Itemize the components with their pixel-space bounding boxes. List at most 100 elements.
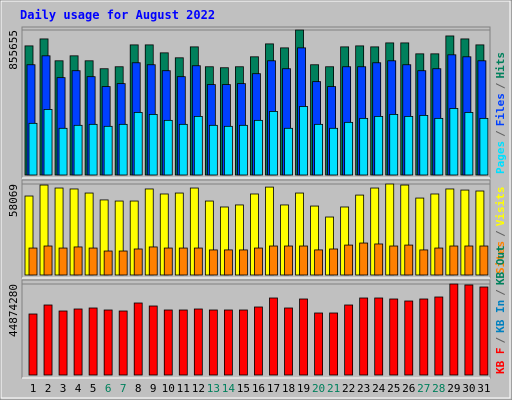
bar — [434, 247, 444, 276]
x-tick-label: 7 — [120, 382, 127, 395]
x-tick-label: 9 — [150, 382, 157, 395]
bar — [43, 304, 53, 376]
bar — [269, 297, 278, 376]
bar — [314, 123, 323, 176]
bar — [133, 112, 143, 176]
bar — [73, 308, 83, 376]
bar — [58, 310, 68, 376]
y-tick-label: 44874280 — [7, 284, 20, 337]
bar — [419, 115, 429, 176]
x-tick-label: 23 — [357, 382, 370, 395]
bar — [479, 245, 489, 276]
bar — [374, 243, 384, 276]
legend-entry: Pages — [494, 141, 507, 174]
x-tick-label: 4 — [75, 382, 82, 395]
x-tick-label: 14 — [222, 382, 236, 395]
x-tick-label: 22 — [342, 382, 355, 395]
bar — [254, 306, 263, 376]
bar — [88, 247, 98, 276]
bar — [449, 108, 459, 176]
bar — [118, 250, 128, 276]
bar — [434, 117, 444, 176]
legend-entry: Visits — [494, 187, 507, 227]
bar — [314, 249, 323, 276]
x-tick-label: 16 — [252, 382, 265, 395]
x-tick-label: 10 — [162, 382, 175, 395]
x-tick-label: 18 — [282, 382, 295, 395]
bar — [118, 310, 128, 376]
x-tick-label: 19 — [297, 382, 310, 395]
bar — [103, 309, 113, 376]
bar — [28, 313, 38, 376]
bar — [314, 312, 323, 376]
bar — [28, 122, 38, 176]
bar — [419, 249, 429, 276]
x-tick-label: 17 — [267, 382, 280, 395]
bar — [148, 246, 158, 276]
legend-entry: Hits — [494, 52, 507, 79]
x-tick-label: 1 — [30, 382, 37, 395]
bar — [239, 309, 248, 376]
x-tick-label: 29 — [447, 382, 460, 395]
x-tick-label: 15 — [237, 382, 250, 395]
x-tick-label: 3 — [60, 382, 67, 395]
bar — [223, 125, 233, 176]
bar — [359, 297, 369, 376]
bar — [404, 244, 414, 276]
bar — [208, 249, 218, 276]
x-tick-label: 11 — [177, 382, 190, 395]
bar — [359, 117, 369, 176]
bar — [449, 283, 459, 376]
x-tick-label: 28 — [432, 382, 445, 395]
bar — [329, 248, 339, 276]
bar — [178, 123, 188, 176]
bar — [284, 307, 293, 376]
bar — [269, 111, 278, 176]
bar — [434, 296, 444, 376]
x-tick-label: 31 — [477, 382, 490, 395]
bar — [58, 247, 68, 276]
bar — [329, 127, 339, 176]
bar — [464, 112, 474, 176]
bar — [479, 117, 489, 176]
bar — [223, 249, 233, 276]
bar — [299, 245, 308, 276]
y-tick-label: 58069 — [7, 184, 20, 217]
bar — [118, 123, 128, 176]
legend-separator: / — [494, 337, 507, 344]
legend-separator: / — [494, 230, 507, 237]
bar — [449, 245, 459, 276]
legend-entry: Sites — [494, 241, 507, 274]
bar — [419, 298, 429, 376]
bar — [389, 245, 399, 276]
bar — [73, 246, 83, 276]
legend-entry: KB Out — [494, 245, 507, 285]
legend-separator: / — [494, 130, 507, 137]
bar — [163, 247, 173, 276]
bar — [374, 297, 384, 376]
legend-entry: KB In — [494, 300, 507, 333]
bar — [88, 307, 98, 376]
bar — [479, 286, 489, 376]
x-tick-label: 27 — [417, 382, 430, 395]
bar — [163, 309, 173, 376]
x-tick-label: 12 — [192, 382, 205, 395]
bar — [254, 247, 263, 276]
x-tick-label: 13 — [207, 382, 220, 395]
bar — [223, 309, 233, 376]
x-tick-label: 20 — [312, 382, 325, 395]
bar — [359, 242, 369, 276]
bar — [464, 245, 474, 276]
bar — [299, 106, 308, 176]
bar — [28, 247, 38, 276]
y-tick-label: 855655 — [7, 30, 20, 70]
x-tick-label: 26 — [402, 382, 415, 395]
x-tick-label: 8 — [135, 382, 142, 395]
legend-separator: / — [494, 82, 507, 89]
bar — [163, 119, 173, 176]
legend-entry: KB F — [494, 348, 507, 375]
x-tick-label: 2 — [45, 382, 52, 395]
bar — [178, 247, 188, 276]
bar — [193, 116, 203, 176]
